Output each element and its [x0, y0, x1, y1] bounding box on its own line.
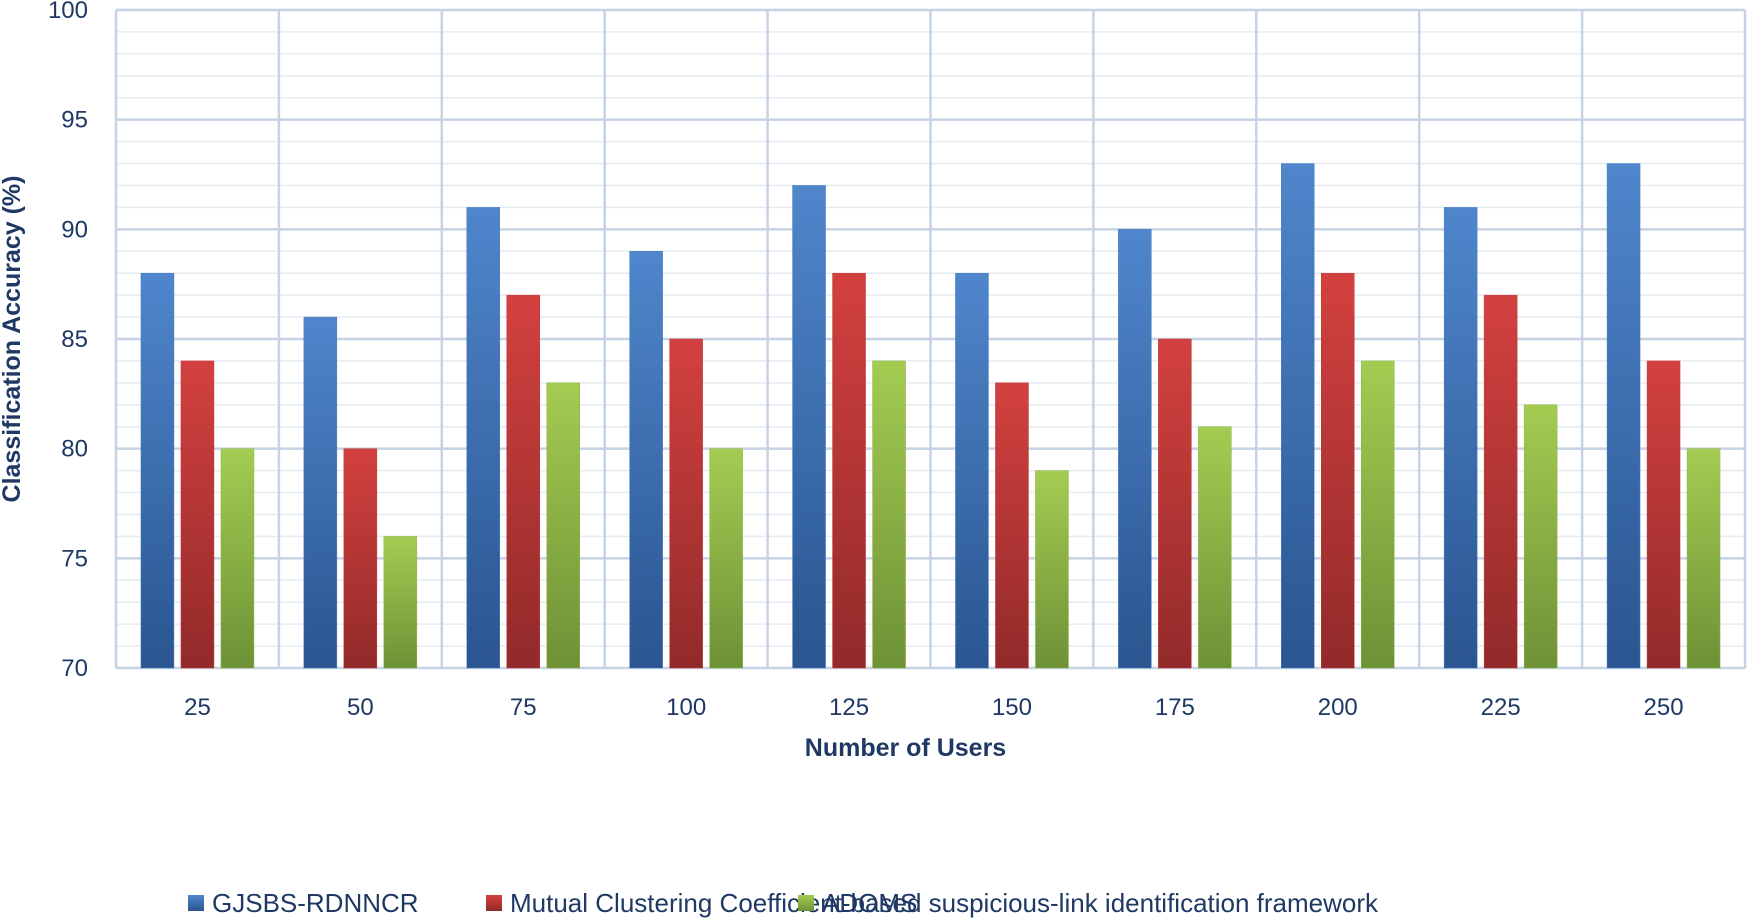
y-tick-label: 75 [61, 545, 88, 572]
y-tick-label: 95 [61, 107, 88, 134]
x-tick-label: 150 [992, 694, 1032, 721]
y-tick-label: 100 [48, 0, 88, 24]
bar-gjsbs-rdnncr-225 [1443, 207, 1478, 669]
legend-swatch [188, 895, 204, 911]
x-tick-label: 25 [184, 694, 211, 721]
bar-mutual-clustering-coefficient--75 [506, 294, 540, 669]
x-tick-label: 225 [1481, 694, 1521, 721]
legend-swatch [486, 895, 502, 911]
y-tick-label: 85 [61, 326, 88, 353]
bar-gjsbs-rdnncr-150 [955, 272, 989, 669]
bar-gjsbs-rdnncr-200 [1281, 163, 1315, 669]
bar-adoms-200 [1361, 360, 1395, 669]
bar-adoms-175 [1198, 426, 1232, 669]
bar-gjsbs-rdnncr-100 [629, 251, 663, 669]
bar-mutual-clustering-coefficient--100 [669, 338, 703, 669]
x-axis-ticks: 25 50 75 100 125 150 175 200 225 250 [184, 694, 1683, 721]
legend-label: GJSBS-RDNNCR [212, 888, 419, 918]
x-tick-label: 200 [1318, 694, 1358, 721]
bar-gjsbs-rdnncr-25 [140, 272, 175, 669]
legend: GJSBS-RDNNCR Mutual Clustering Coefficien… [188, 888, 1379, 918]
bar-gjsbs-rdnncr-50 [303, 316, 338, 669]
y-tick-label: 70 [61, 655, 88, 682]
x-tick-label: 250 [1644, 694, 1684, 721]
bar-adoms-150 [1035, 470, 1069, 669]
y-axis-ticks: 70 75 80 85 90 95 100 [48, 0, 88, 682]
legend-label: Mutual Clustering Coefficient-based susp… [510, 888, 1379, 918]
bar-mutual-clustering-coefficient--50 [343, 448, 378, 669]
bar-adoms-25 [220, 448, 255, 669]
x-tick-label: 50 [347, 694, 374, 721]
bar-mutual-clustering-coefficient--175 [1158, 338, 1192, 669]
bar-mutual-clustering-coefficient--150 [995, 382, 1029, 669]
bar-adoms-225 [1523, 404, 1558, 669]
bar-adoms-50 [383, 536, 418, 669]
x-tick-label: 125 [829, 694, 869, 721]
bar-mutual-clustering-coefficient--250 [1646, 360, 1681, 669]
bar-adoms-250 [1686, 448, 1721, 669]
bar-adoms-125 [872, 360, 906, 669]
bars [140, 163, 1721, 669]
x-tick-label: 100 [666, 694, 706, 721]
x-tick-label: 175 [1155, 694, 1195, 721]
bar-mutual-clustering-coefficient--200 [1321, 272, 1355, 669]
bar-gjsbs-rdnncr-175 [1118, 229, 1152, 669]
bar-gjsbs-rdnncr-250 [1606, 163, 1641, 669]
legend-label: ADOMS [822, 888, 917, 918]
bar-gjsbs-rdnncr-75 [466, 207, 500, 669]
y-axis-title: Classification Accuracy (%) [0, 176, 26, 503]
y-tick-label: 90 [61, 216, 88, 243]
y-tick-label: 80 [61, 436, 88, 463]
x-tick-label: 75 [510, 694, 537, 721]
bar-mutual-clustering-coefficient--25 [180, 360, 215, 669]
legend-swatch [798, 895, 814, 911]
bar-mutual-clustering-coefficient--225 [1483, 294, 1518, 669]
bar-adoms-100 [709, 448, 743, 669]
x-axis-title: Number of Users [805, 734, 1006, 762]
bar-gjsbs-rdnncr-125 [792, 185, 826, 669]
bar-adoms-75 [546, 382, 580, 669]
bar-mutual-clustering-coefficient--125 [832, 272, 866, 669]
